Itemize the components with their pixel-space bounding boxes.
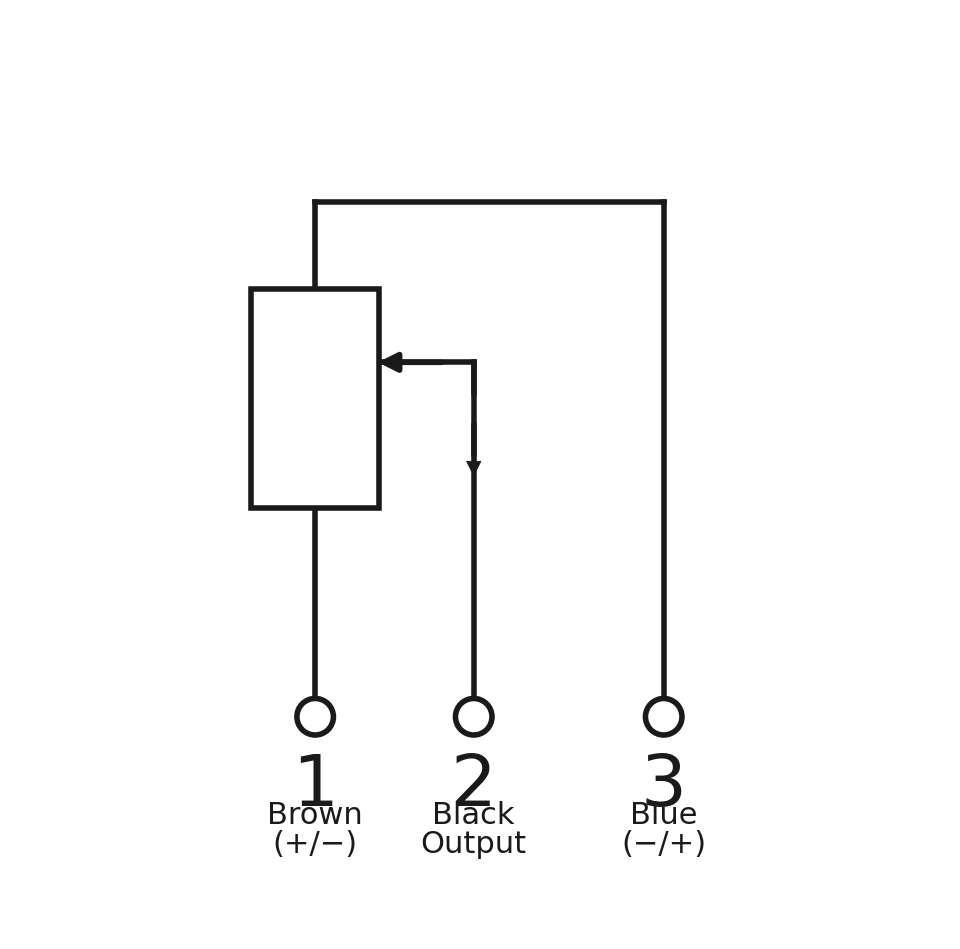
Text: (−/+): (−/+) — [621, 830, 707, 859]
Text: Blue: Blue — [630, 801, 698, 829]
Text: 3: 3 — [640, 752, 686, 821]
Text: (+/−): (+/−) — [273, 830, 358, 859]
Text: Black: Black — [433, 801, 515, 829]
Bar — [251, 289, 379, 509]
Circle shape — [645, 698, 682, 735]
Text: Brown: Brown — [267, 801, 363, 829]
Text: 2: 2 — [451, 752, 496, 821]
Circle shape — [297, 698, 333, 735]
Circle shape — [455, 698, 492, 735]
Text: Output: Output — [420, 830, 527, 859]
Text: 1: 1 — [292, 752, 338, 821]
